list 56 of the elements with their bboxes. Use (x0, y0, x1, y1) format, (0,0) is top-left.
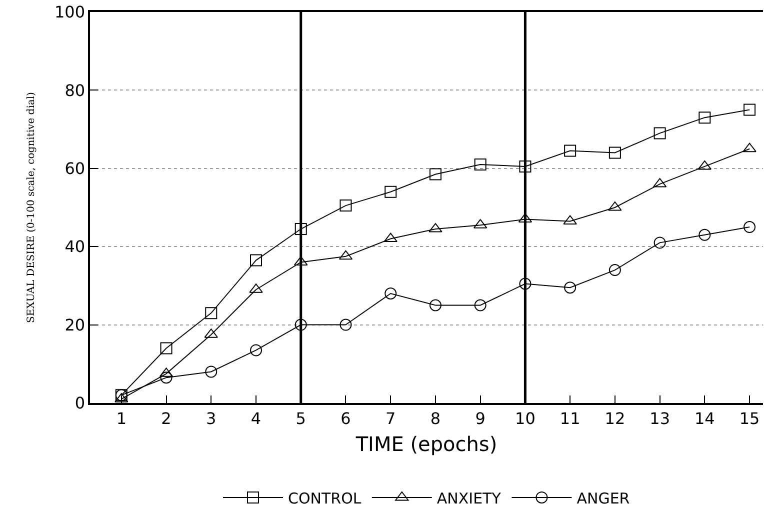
y-tick-label: 40 (64, 237, 86, 256)
point (564, 144, 576, 157)
point (429, 168, 442, 180)
point (294, 223, 307, 236)
point (564, 282, 576, 294)
legend-label: CONTROL (288, 489, 362, 508)
point (429, 299, 442, 312)
y-tick-label: 20 (64, 315, 86, 334)
x-axis-title: TIME (epochs) (354, 432, 498, 456)
point (742, 142, 756, 152)
point (654, 236, 666, 249)
x-tick-label: 2 (161, 408, 172, 428)
point (608, 146, 621, 159)
x-tick-label: 4 (250, 408, 262, 428)
point (654, 127, 666, 140)
point (340, 200, 352, 212)
x-tick-label: 12 (604, 408, 626, 428)
x-tick-label: 9 (475, 408, 486, 428)
y-tick-label: 80 (64, 80, 86, 100)
point (294, 318, 307, 331)
point (384, 232, 398, 242)
x-tick-label: 10 (515, 408, 536, 428)
y-axis-title: SEXUAL DESIRE (0-100 scale, cognitive dial) (26, 92, 38, 323)
point (744, 104, 756, 116)
point (384, 288, 397, 300)
x-tick-label: 11 (560, 408, 580, 428)
point (160, 342, 172, 354)
legend-label: ANGER (576, 489, 630, 508)
point (250, 254, 262, 266)
point (698, 228, 711, 241)
y-tick-label: 0 (74, 394, 86, 413)
legend-label: ANXIETY (436, 489, 502, 508)
point (519, 278, 532, 290)
point (474, 299, 486, 312)
x-tick-label: 3 (206, 408, 216, 428)
y-tick-label: 100 (54, 2, 86, 22)
x-tick-label: 5 (296, 408, 306, 428)
point (250, 344, 262, 356)
x-tick-label: 8 (430, 408, 441, 428)
x-tick-label: 13 (650, 408, 670, 428)
point (384, 186, 397, 198)
x-tick-label: 14 (694, 408, 715, 428)
point (340, 318, 352, 331)
point (519, 160, 532, 172)
point (205, 366, 218, 378)
x-tick-label: 1 (116, 408, 127, 428)
x-tick-label: 6 (340, 408, 351, 428)
x-tick-label: 7 (386, 408, 396, 428)
x-tick-label: 15 (739, 408, 760, 428)
point (698, 112, 711, 124)
point (205, 307, 218, 320)
point (160, 372, 172, 384)
y-tick-label: 60 (64, 159, 86, 178)
point (474, 158, 486, 170)
point (608, 264, 621, 276)
point (744, 221, 756, 234)
